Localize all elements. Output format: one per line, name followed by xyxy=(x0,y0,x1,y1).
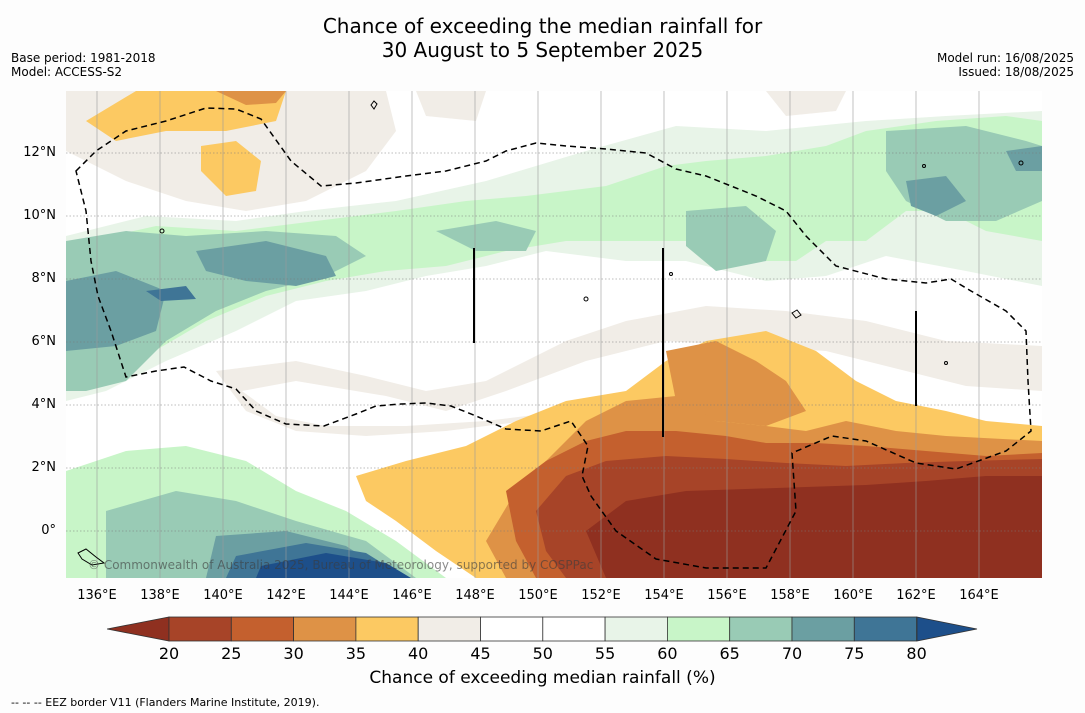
colorbar-over-arrow xyxy=(916,616,978,642)
latitude-tick-label: 4°N xyxy=(31,397,57,412)
colorbar-segment xyxy=(480,616,544,642)
longitude-tick-label: 140°E xyxy=(203,588,243,603)
map-canvas xyxy=(66,91,1042,578)
longitude-tick-label: 144°E xyxy=(329,588,369,603)
longitude-tick-label: 136°E xyxy=(77,588,117,603)
longitude-tick-label: 154°E xyxy=(644,588,684,603)
longitude-tick-label: 164°E xyxy=(959,588,999,603)
title-line-2: 30 August to 5 September 2025 xyxy=(381,38,704,62)
colorbar-segment xyxy=(853,616,917,642)
issued-date: Issued: 18/08/2025 xyxy=(958,65,1074,79)
colorbar-tick-label: 45 xyxy=(470,644,491,663)
colorbar-segment xyxy=(542,616,606,642)
colorbar-segment xyxy=(667,616,731,642)
latitude-tick-label: 8°N xyxy=(31,271,57,286)
colorbar-tick-label: 65 xyxy=(719,644,740,663)
run-info: Model run: 16/08/2025 Issued: 18/08/2025 xyxy=(937,51,1074,79)
colorbar-segment xyxy=(604,616,668,642)
colorbar-segment xyxy=(293,616,357,642)
longitude-tick-label: 146°E xyxy=(392,588,432,603)
latitude-tick-label: 2°N xyxy=(31,460,57,475)
reference-bars xyxy=(473,248,917,437)
colorbar-tick-label: 75 xyxy=(844,644,865,663)
latitude-tick-label: 12°N xyxy=(23,145,56,160)
colorbar-tick-label: 80 xyxy=(906,644,927,663)
contour-fill xyxy=(66,91,1042,578)
colorbar-segment xyxy=(729,616,793,642)
colorbar-segment xyxy=(791,616,855,642)
model-info: Base period: 1981-2018 Model: ACCESS-S2 xyxy=(11,51,156,79)
colorbar-segment xyxy=(417,616,481,642)
colorbar-tick-label: 30 xyxy=(283,644,304,663)
latitude-tick-label: 0° xyxy=(41,523,56,538)
colorbar-tick-label: 50 xyxy=(532,644,553,663)
latitude-tick-label: 6°N xyxy=(31,334,57,349)
colorbar-segment xyxy=(230,616,295,642)
longitude-tick-label: 156°E xyxy=(707,588,747,603)
eez-footnote: -- -- -- EEZ border V11 (Flanders Marine… xyxy=(11,696,320,709)
longitude-tick-label: 148°E xyxy=(455,588,495,603)
latitude-tick-label: 10°N xyxy=(23,208,56,223)
longitude-tick-label: 138°E xyxy=(140,588,180,603)
islands xyxy=(77,100,1024,566)
colorbar-segment xyxy=(168,616,232,642)
meridians xyxy=(96,91,980,578)
longitude-tick-label: 150°E xyxy=(518,588,558,603)
longitude-tick-label: 160°E xyxy=(833,588,873,603)
longitude-tick-label: 162°E xyxy=(896,588,936,603)
model-name: Model: ACCESS-S2 xyxy=(11,65,123,79)
colorbar-tick-label: 25 xyxy=(221,644,242,663)
colorbar-tick-label: 40 xyxy=(408,644,429,663)
longitude-tick-label: 142°E xyxy=(266,588,306,603)
base-period: Base period: 1981-2018 xyxy=(11,51,156,65)
rainfall-map[interactable] xyxy=(66,91,1042,578)
model-run-date: Model run: 16/08/2025 xyxy=(936,51,1074,65)
graticule xyxy=(66,152,1042,532)
longitude-tick-label: 152°E xyxy=(581,588,621,603)
longitude-tick-label: 158°E xyxy=(770,588,810,603)
copyright-notice: © Commonwealth of Australia 2025, Bureau… xyxy=(88,558,594,572)
colorbar-label: Chance of exceeding median rainfall (%) xyxy=(369,668,716,688)
colorbar-tick-label: 70 xyxy=(781,644,803,663)
map-title: Chance of exceeding the median rainfall … xyxy=(0,14,1085,62)
colorbar-tick-label: 55 xyxy=(594,644,616,663)
colorbar-under-arrow xyxy=(107,616,170,642)
colorbar-tick-label: 60 xyxy=(657,644,678,663)
colorbar-segment xyxy=(355,616,419,642)
colorbar xyxy=(107,616,978,642)
colorbar-tick-label: 20 xyxy=(158,644,180,663)
colorbar-tick-label: 35 xyxy=(345,644,367,663)
title-line-1: Chance of exceeding the median rainfall … xyxy=(322,14,763,38)
